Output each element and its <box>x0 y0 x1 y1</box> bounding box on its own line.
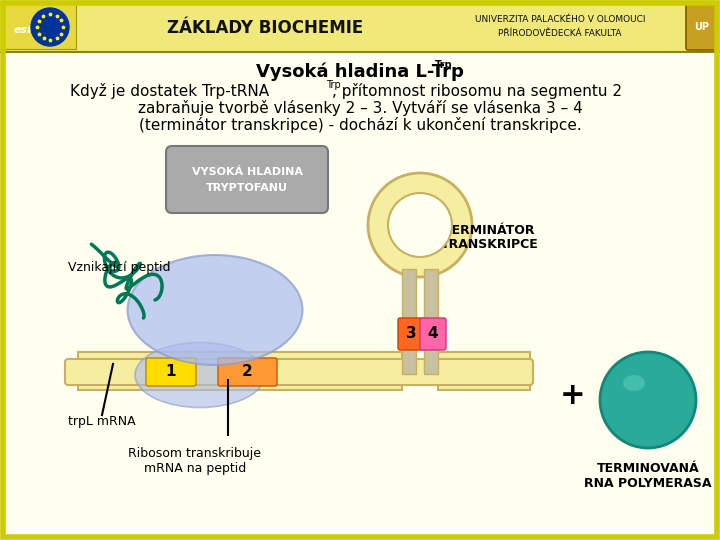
Bar <box>78 352 402 390</box>
Text: zabraňuje tvorbě vlásenky 2 – 3. Vytváří se vlásenka 3 – 4: zabraňuje tvorbě vlásenky 2 – 3. Vytváří… <box>138 100 582 116</box>
FancyBboxPatch shape <box>420 318 446 350</box>
Text: VYSOKÁ HLADINA: VYSOKÁ HLADINA <box>192 167 302 177</box>
Text: Vznikající peptid: Vznikající peptid <box>68 261 171 274</box>
Ellipse shape <box>623 375 645 391</box>
Text: Ribosom transkribuje
mRNA na peptid: Ribosom transkribuje mRNA na peptid <box>128 447 261 475</box>
Text: (terminátor transkripce) - dochází k ukončení transkripce.: (terminátor transkripce) - dochází k uko… <box>139 117 581 133</box>
Text: TRYPTOFANU: TRYPTOFANU <box>206 183 288 193</box>
Text: 1: 1 <box>166 364 176 380</box>
Text: UNIVERZITA PALACKÉHO V OLOMOUCI: UNIVERZITA PALACKÉHO V OLOMOUCI <box>474 15 645 24</box>
Text: 2: 2 <box>242 364 253 380</box>
Text: +: + <box>560 381 586 409</box>
FancyBboxPatch shape <box>398 318 424 350</box>
Bar <box>402 269 416 374</box>
Text: 3: 3 <box>405 327 416 341</box>
FancyBboxPatch shape <box>686 3 718 50</box>
Text: esf: esf <box>14 25 33 35</box>
FancyBboxPatch shape <box>218 358 277 386</box>
Text: Trp: Trp <box>326 80 341 90</box>
Text: PŘÍRODOVĚDECKÁ FAKULTA: PŘÍRODOVĚDECKÁ FAKULTA <box>498 30 622 38</box>
Bar <box>438 352 530 390</box>
Circle shape <box>368 173 472 277</box>
Text: UP: UP <box>695 22 709 32</box>
Circle shape <box>31 8 69 46</box>
Circle shape <box>600 352 696 448</box>
Text: Když je dostatek Trp-tRNA: Když je dostatek Trp-tRNA <box>70 83 269 99</box>
Text: ZÁKLADY BIOCHEMIE: ZÁKLADY BIOCHEMIE <box>167 19 363 37</box>
Circle shape <box>388 193 452 257</box>
Ellipse shape <box>127 255 302 365</box>
Bar <box>4 3 76 49</box>
Text: TERMINOVANÁ
RNA POLYMERASA: TERMINOVANÁ RNA POLYMERASA <box>584 462 712 490</box>
Bar <box>424 269 438 374</box>
Text: TRANSKRIPCE: TRANSKRIPCE <box>441 238 539 251</box>
Text: , přítomnost ribosomu na segmentu 2: , přítomnost ribosomu na segmentu 2 <box>332 83 622 99</box>
Text: Trp: Trp <box>435 60 453 70</box>
FancyBboxPatch shape <box>146 358 196 386</box>
Text: TERMINÁTOR: TERMINÁTOR <box>444 224 536 237</box>
Text: Vysoká hladina L-Trp: Vysoká hladina L-Trp <box>256 63 464 81</box>
Text: trpL mRNA: trpL mRNA <box>68 415 135 429</box>
Text: 4: 4 <box>428 327 438 341</box>
FancyBboxPatch shape <box>166 146 328 213</box>
Bar <box>0 0 720 52</box>
Ellipse shape <box>135 342 265 408</box>
FancyBboxPatch shape <box>65 359 533 385</box>
